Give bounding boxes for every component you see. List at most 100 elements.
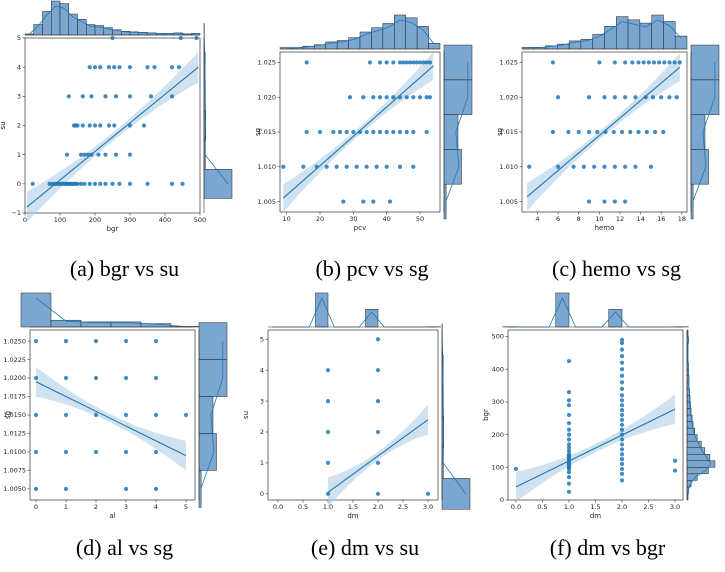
scatter-point — [672, 468, 678, 473]
scatter-point — [123, 375, 129, 381]
scatter-point — [123, 449, 129, 455]
scatter-point — [127, 123, 133, 128]
scatter-point — [375, 337, 381, 342]
scatter-point — [566, 403, 572, 408]
scatter-point — [75, 181, 80, 186]
scatter-point — [619, 407, 625, 413]
x-tick-label: 0.5 — [537, 503, 547, 511]
scatter-point — [619, 393, 625, 398]
scatter-point — [602, 199, 607, 204]
x-tick-label: 50 — [416, 215, 424, 223]
scatter-point — [123, 486, 129, 492]
scatter-point — [619, 412, 625, 418]
scatter-point — [64, 152, 70, 157]
scatter-point — [148, 94, 154, 99]
x-tick-label: 0.0 — [511, 503, 521, 511]
y-tick-label: 1.0225 — [3, 356, 26, 364]
x-tick-label: 2 — [94, 503, 98, 511]
scatter-point — [87, 123, 92, 128]
axes-frame — [29, 329, 196, 501]
scatter-point — [325, 429, 331, 435]
x-tick-label: 2.5 — [643, 503, 653, 511]
scatter-point — [421, 60, 426, 65]
scatter-point — [127, 181, 133, 186]
scatter-point — [619, 427, 625, 432]
scatter-point — [623, 164, 628, 169]
scatter-point — [652, 129, 658, 135]
scatter-point — [411, 95, 416, 100]
y-tick-label: 1.0075 — [3, 467, 26, 475]
scatter-point — [623, 60, 628, 65]
scatter-point — [281, 164, 286, 169]
scatter-point — [183, 412, 189, 418]
y-tick-label: −1 — [11, 209, 21, 217]
scatter-point — [377, 129, 383, 135]
scatter-point — [87, 65, 92, 70]
scatter-point — [33, 449, 39, 455]
x-tick-label: 0.0 — [273, 503, 283, 511]
scatter-point — [595, 129, 600, 135]
x-axis-label: dm — [347, 512, 358, 520]
scatter-point — [301, 164, 306, 169]
scatter-point — [75, 123, 80, 128]
y-tick-label: 1.020 — [257, 93, 276, 101]
y-tick-label: 1.005 — [257, 198, 276, 206]
y-tick-label: 200 — [492, 431, 504, 439]
x-tick-label: 40 — [383, 215, 391, 223]
scatter-point — [619, 466, 625, 472]
scatter-point — [371, 95, 376, 100]
scatter-point — [619, 417, 625, 423]
top-kde-curve — [29, 5, 196, 35]
scatter-point — [619, 354, 625, 359]
y-tick-label: 1.010 — [257, 163, 276, 171]
x-axis-label: pcv — [354, 224, 366, 232]
scatter-point — [334, 164, 339, 169]
scatter-point — [361, 95, 366, 100]
y-tick-label: 4 — [260, 366, 264, 374]
x-axis-label: al — [109, 512, 115, 520]
scatter-point — [619, 461, 625, 467]
x-tick-label: 200 — [89, 216, 101, 224]
scatter-point — [354, 164, 359, 169]
x-tick-label: 12 — [616, 215, 624, 223]
scatter-point — [169, 65, 175, 70]
scatter-point — [411, 129, 416, 135]
scatter-point — [110, 181, 115, 186]
scatter-point — [397, 164, 403, 169]
scatter-point — [417, 95, 423, 100]
scatter-point — [92, 181, 98, 186]
x-tick-label: 4 — [154, 503, 158, 511]
x-tick-label: 1.5 — [590, 503, 600, 511]
scatter-point — [566, 432, 572, 437]
y-tick-label: 400 — [492, 365, 504, 373]
scatter-point — [384, 60, 389, 65]
scatter-point — [375, 398, 381, 404]
scatter-point — [677, 60, 682, 65]
scatter-point — [112, 123, 117, 128]
scatter-point — [33, 412, 39, 418]
scatter-point — [66, 94, 71, 99]
scatter-point — [648, 164, 654, 169]
scatter-point — [566, 421, 572, 426]
y-axis-label: sg — [254, 128, 262, 136]
y-tick-label: 300 — [492, 398, 504, 406]
x-axis-label: dm — [590, 512, 601, 520]
chart-caption: (e) dm vs su — [311, 535, 419, 560]
scatter-point — [424, 95, 429, 100]
scatter-point — [566, 390, 572, 395]
y-tick-label: 1.0175 — [3, 393, 26, 401]
x-tick-label: 500 — [194, 216, 206, 224]
scatter-point — [667, 60, 672, 65]
scatter-point — [98, 181, 103, 186]
y-axis-label: sg — [496, 128, 504, 136]
scatter-point — [176, 65, 182, 70]
x-tick-label: 3.0 — [423, 503, 433, 511]
scatter-point — [82, 181, 87, 186]
scatter-point — [33, 338, 39, 344]
scatter-point — [619, 442, 625, 447]
top-kde-curve — [35, 297, 187, 327]
scatter-point — [566, 475, 572, 480]
y-tick-label: 1.020 — [499, 93, 518, 101]
y-axis-label: su — [242, 411, 250, 419]
